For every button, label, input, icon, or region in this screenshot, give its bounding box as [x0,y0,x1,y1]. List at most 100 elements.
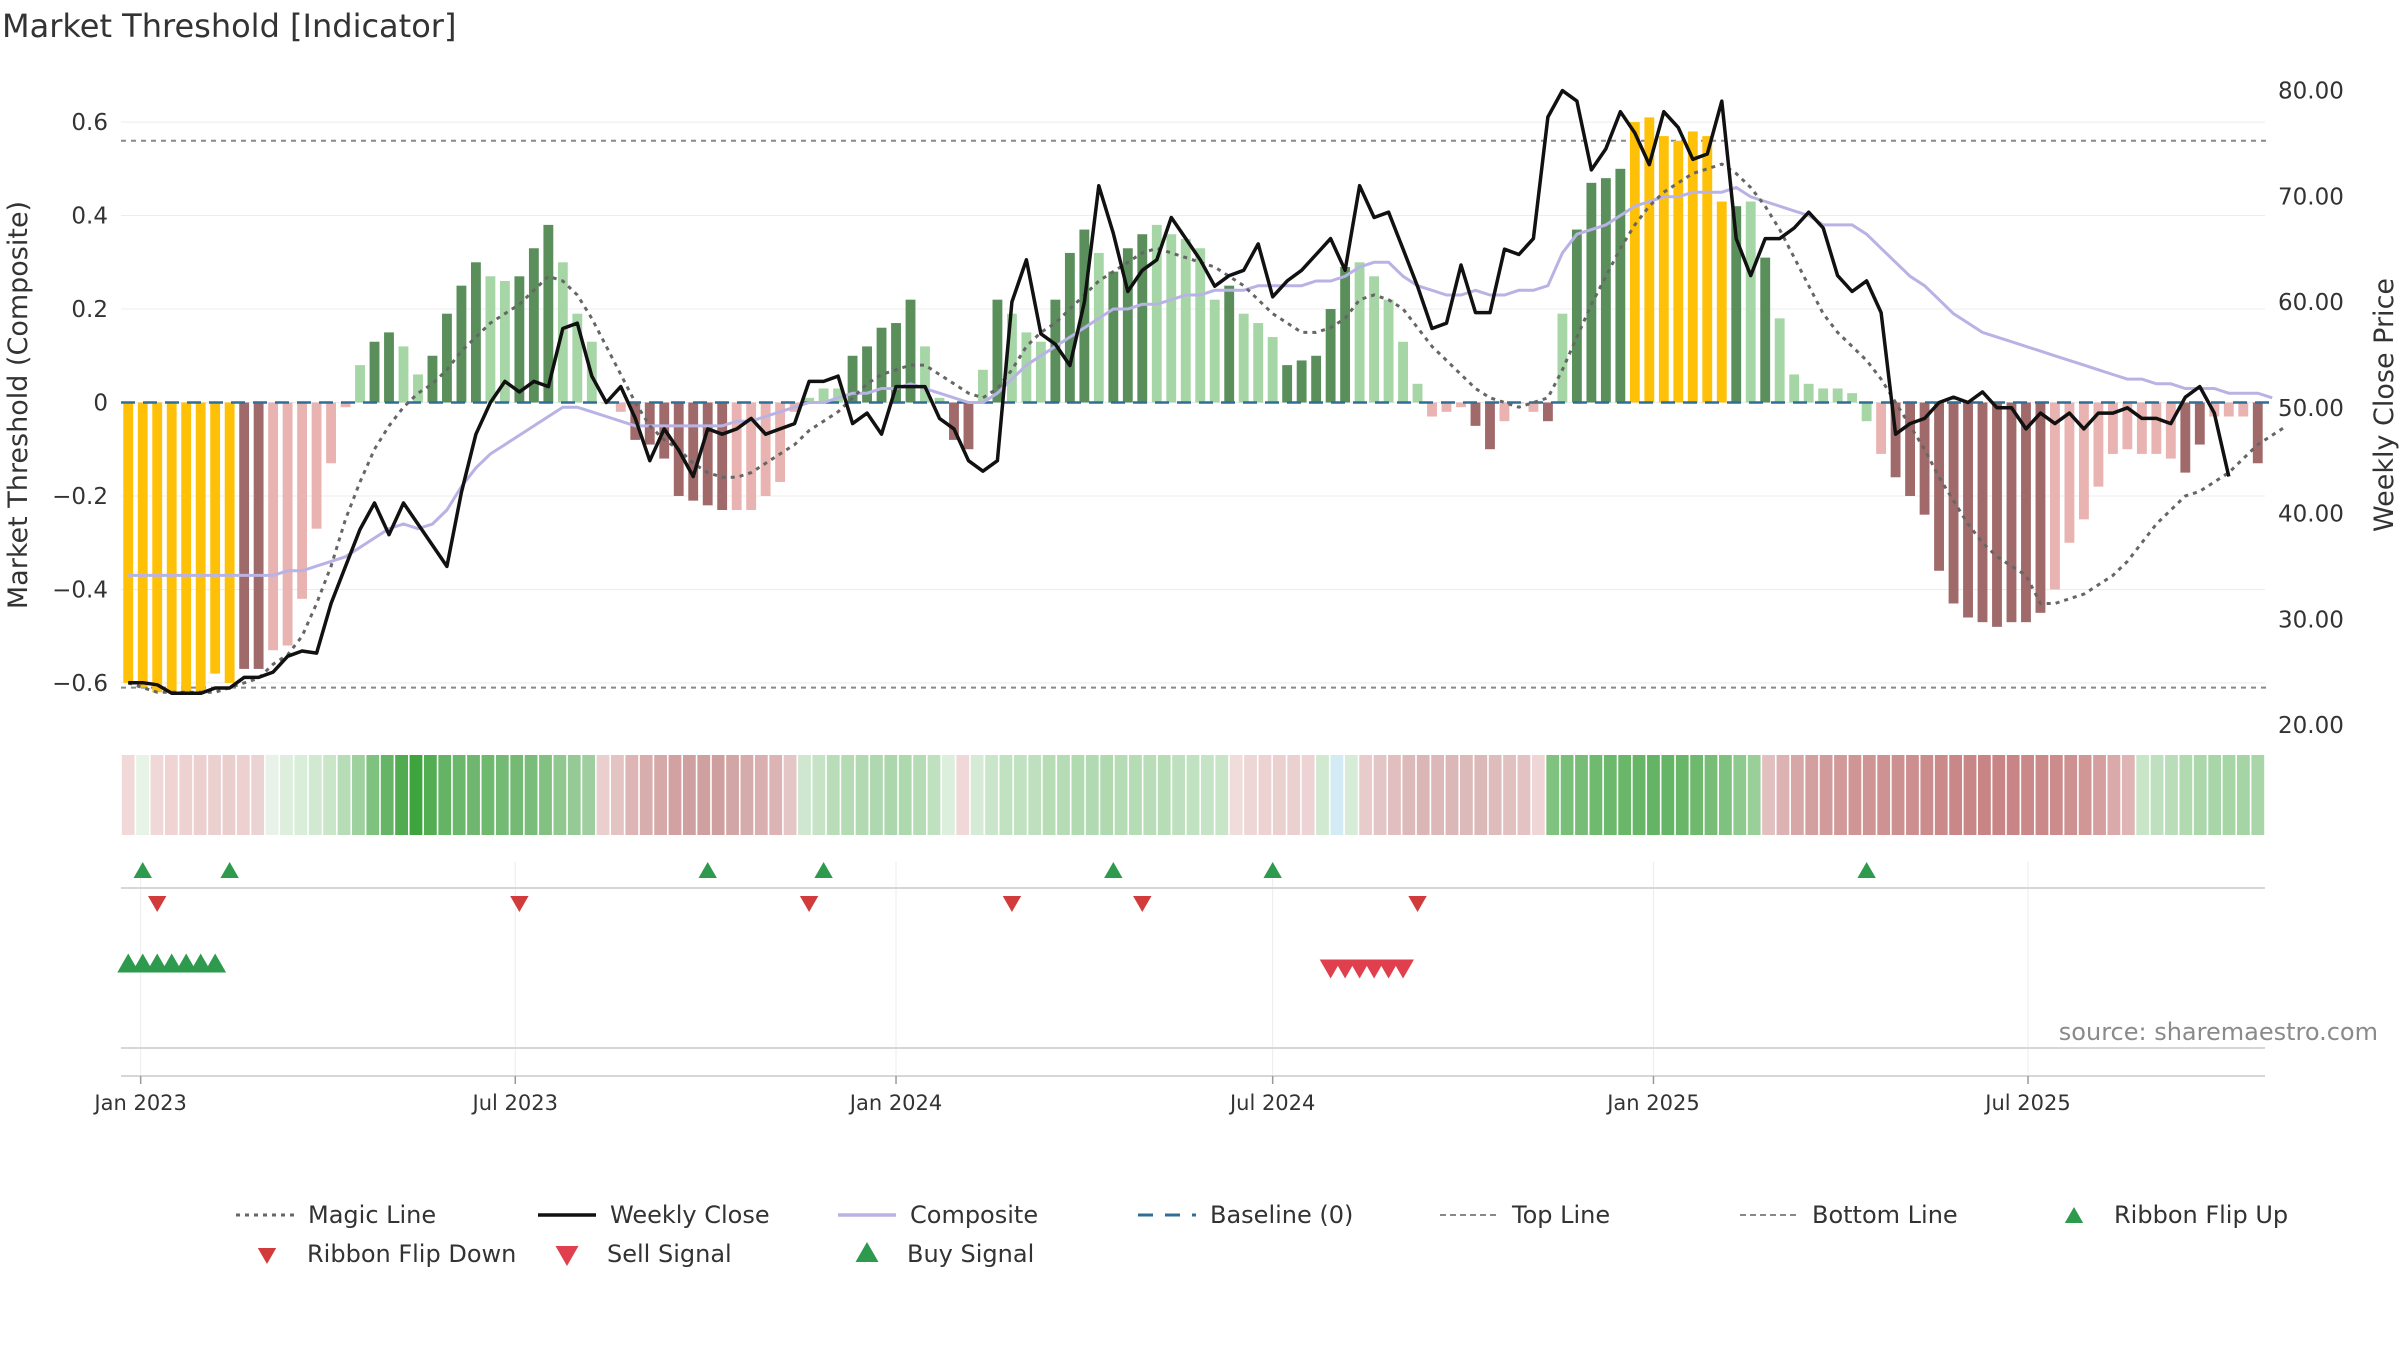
ribbon-cell [121,755,135,835]
ribbon-cell [2136,755,2150,835]
histogram-bar [615,402,626,412]
ribbon-cell [1891,755,1905,835]
ribbon-cell [1316,755,1329,835]
left-tick-label: −0.2 [52,484,108,510]
ribbon-cell [754,755,768,835]
ribbon-cell [236,755,250,835]
histogram-bar [1383,299,1394,403]
source-label: source: sharemaestro.com [2059,1018,2378,1046]
histogram-bar [1079,229,1090,403]
histogram-bar [1050,299,1061,403]
ribbon-flip-down-marker [799,896,819,912]
ribbon-cell [380,755,394,835]
ribbon-cell [1848,755,1862,835]
histogram-bar [1456,402,1466,408]
ribbon-cell [1603,755,1617,835]
ribbon-cell [1388,755,1401,835]
histogram-bar [2122,402,2133,450]
ribbon-cell [2150,755,2164,835]
histogram-bar [2165,402,2176,459]
buy-signal-marker [204,953,227,973]
sell-signal-marker [1348,959,1371,979]
histogram-bar [2093,402,2104,487]
histogram-bar [1789,374,1800,403]
legend-label: Magic Line [308,1201,436,1229]
histogram-bar [1485,402,1495,450]
ribbon-cell [1934,755,1948,835]
histogram-bar [2136,402,2147,454]
buy-signal-marker [117,953,140,973]
histogram-bar [2021,402,2031,623]
ribbon-cell [2222,755,2236,835]
histogram-bar [297,402,308,599]
histogram-bar [934,397,945,403]
ribbon-cell [1790,755,1804,835]
ribbon-cell [294,755,308,835]
buy-signal-marker [175,953,198,973]
ribbon-cell [1100,755,1114,835]
histogram-bar [1253,323,1264,403]
histogram-bar [572,313,583,403]
ribbon-cell [323,755,337,835]
ribbon-cell [395,755,408,835]
ribbon-cell [2165,755,2178,835]
ribbon-cell [726,755,739,835]
ribbon-cell [985,755,998,835]
lower-panel-gridlines [121,862,2265,1077]
legend-label: Buy Signal [907,1240,1034,1268]
ribbon-cell [1042,755,1056,835]
histogram-bar [1137,234,1148,403]
histogram-bar [1731,206,1742,403]
histogram-bar [1919,402,1930,515]
right-tick-label: 50.00 [2278,396,2344,422]
ribbon-cell [495,755,509,835]
ribbon-cell [553,755,567,835]
buy-signal-marker [189,953,212,973]
ribbon-cell [999,755,1013,835]
ribbon-flip-down-marker [510,896,529,912]
histogram-bar [166,402,177,693]
histogram-bar [1803,383,1814,403]
ribbon-cell [510,755,524,835]
ribbon-cell [596,755,610,835]
histogram-bar [1412,383,1423,403]
histogram-bar [1687,131,1698,403]
ribbon-cell [1575,755,1588,835]
ribbon-cell [898,755,912,835]
ribbon-cell [2251,755,2265,835]
legend-swatch-ribbon-flip-down [257,1248,277,1264]
histogram-bar [152,402,163,693]
ribbon-cell [870,755,883,835]
legend-label: Composite [910,1201,1038,1229]
ribbon-cell [1460,755,1473,835]
ribbon-cell [1906,755,1919,835]
ribbon-cell [567,755,581,835]
ribbon-cell [654,755,667,835]
histogram-bar [1325,309,1336,403]
left-tick-label: −0.4 [52,577,108,603]
histogram-bar [818,388,829,403]
histogram-bar [355,365,365,403]
ribbon-cell [1359,755,1373,835]
ribbon-cell [826,755,840,835]
histogram-bar [2223,402,2234,417]
ribbon-cell [193,755,207,835]
histogram-bar [2050,402,2060,590]
histogram-bar [760,402,771,496]
ribbon-cell [2049,755,2063,835]
ribbon-cell [208,755,221,835]
histogram-bar [1760,257,1771,403]
histogram-bar [1861,402,1872,422]
ribbon-cell [1963,755,1977,835]
histogram-bar [1905,402,1916,496]
ribbon-cell [956,755,970,835]
ribbon-flip-up-marker [698,862,717,878]
histogram-bar [514,276,525,403]
ribbon-cell [308,755,322,835]
composite-line [128,185,2273,577]
histogram-bar [427,355,438,403]
buy-signal-marker [131,953,154,973]
histogram-bar [1021,332,1032,403]
ribbon-cell [1416,755,1430,835]
